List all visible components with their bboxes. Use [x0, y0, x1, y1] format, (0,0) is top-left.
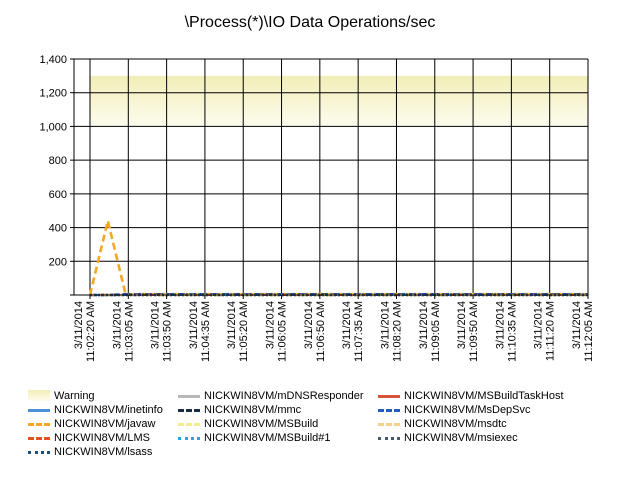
- x-tick-label-time: 11:07:35 AM: [353, 301, 365, 362]
- legend-label: NICKWIN8VM/MSBuild#1: [204, 432, 331, 444]
- x-tick-label-date: 3/11/2014: [533, 301, 545, 349]
- legend-swatch: [28, 409, 50, 412]
- legend-label: Warning: [54, 390, 95, 402]
- x-tick-label: 3/11/2014 11:11:20 AM: [533, 301, 557, 361]
- x-tick-label: 3/11/2014 11:08:20 AM: [379, 301, 403, 362]
- grid-layer: [74, 58, 589, 296]
- x-tick-label: 3/11/2014 11:03:50 AM: [150, 301, 174, 362]
- x-tick-label: 3/11/2014 11:10:35 AM: [494, 301, 518, 362]
- x-tick-label-date: 3/11/2014: [379, 301, 391, 349]
- legend-swatch: [378, 423, 400, 426]
- legend-swatch: [28, 390, 50, 401]
- y-tick-label: 1,000: [39, 121, 67, 133]
- legend-label: NICKWIN8VM/mmc: [204, 404, 302, 416]
- x-tick-label-time: 11:02:20 AM: [85, 301, 97, 362]
- legend-swatch: [178, 423, 200, 426]
- x-tick-label-date: 3/11/2014: [571, 301, 583, 349]
- x-tick-label: 3/11/2014 11:03:05 AM: [111, 301, 135, 362]
- x-tick-label-time: 11:03:50 AM: [162, 301, 174, 362]
- x-tick-label-time: 11:06:50 AM: [315, 301, 327, 362]
- legend-swatch: [378, 409, 400, 412]
- legend-label: NICKWIN8VM/msiexec: [404, 432, 518, 444]
- y-tick-label: 600: [49, 189, 67, 201]
- x-tick-label: 3/11/2014 11:12:05 AM: [571, 301, 595, 362]
- x-tick-label-time: 11:10:35 AM: [506, 301, 518, 362]
- x-tick-label-time: 11:05:20 AM: [238, 301, 250, 362]
- y-tick-label: 1,200: [39, 88, 67, 100]
- y-tick-label: 200: [49, 256, 67, 268]
- x-tick-label-date: 3/11/2014: [456, 301, 468, 349]
- x-tick-label: 3/11/2014 11:09:50 AM: [456, 301, 480, 362]
- legend-swatch: [178, 395, 200, 398]
- legend-swatch: [178, 437, 200, 440]
- x-tick-label-time: 11:03:05 AM: [123, 301, 135, 362]
- y-tick-label: 1,400: [39, 54, 67, 66]
- legend-swatch: [28, 423, 50, 426]
- x-tick-label-date: 3/11/2014: [226, 301, 238, 349]
- x-tick-label-time: 11:11:20 AM: [545, 301, 557, 361]
- chart-title: \Process(*)\IO Data Operations/sec: [184, 14, 436, 31]
- legend: Warning NICKWIN8VM/inetinfo NICKWIN8VM/jav…: [28, 389, 608, 469]
- x-tick-label-date: 3/11/2014: [73, 301, 85, 349]
- legend-label: NICKWIN8VM/MSBuild: [204, 418, 319, 430]
- series-line: [88, 219, 588, 296]
- legend-label: NICKWIN8VM/MsDepSvc: [404, 404, 531, 416]
- x-tick-label-time: 11:09:50 AM: [468, 301, 480, 362]
- warning-band-layer: [90, 75, 588, 127]
- x-tick-label-time: 11:09:05 AM: [430, 301, 442, 362]
- legend-swatch: [28, 451, 50, 454]
- legend-swatch: [378, 395, 400, 398]
- x-tick-label-time: 11:12:05 AM: [583, 301, 595, 362]
- legend-label: NICKWIN8VM/mDNSResponder: [204, 390, 364, 402]
- legend-swatch: [378, 437, 400, 440]
- x-tick-label: 3/11/2014 11:06:05 AM: [265, 301, 289, 362]
- x-tick-label-date: 3/11/2014: [303, 301, 315, 349]
- x-tick-label-date: 3/11/2014: [418, 301, 430, 349]
- legend-label: NICKWIN8VM/LMS: [54, 432, 150, 444]
- x-tick-label-date: 3/11/2014: [188, 301, 200, 349]
- x-tick-label: 3/11/2014 11:02:20 AM: [73, 301, 97, 362]
- x-tick-label: 3/11/2014 11:04:35 AM: [188, 301, 212, 362]
- x-tick-label: 3/11/2014 11:05:20 AM: [226, 301, 250, 362]
- legend-label: NICKWIN8VM/msdtc: [404, 418, 507, 430]
- warning-band: [90, 75, 588, 127]
- x-tick-label-date: 3/11/2014: [341, 301, 353, 349]
- legend-label: NICKWIN8VM/lsass: [54, 446, 153, 458]
- x-tick-label-date: 3/11/2014: [111, 301, 123, 349]
- legend-swatch: [28, 437, 50, 440]
- x-tick-label-time: 11:06:05 AM: [277, 301, 289, 362]
- y-tick-label: 800: [49, 155, 67, 167]
- y-tick-label: 400: [49, 223, 67, 235]
- series-layer: [88, 219, 588, 297]
- x-tick-label-date: 3/11/2014: [494, 301, 506, 349]
- x-tick-label-time: 11:04:35 AM: [200, 301, 212, 362]
- legend-swatch: [178, 409, 200, 412]
- x-tick-label-date: 3/11/2014: [150, 301, 162, 349]
- legend-label: NICKWIN8VM/inetinfo: [54, 404, 163, 416]
- x-tick-label: 3/11/2014 11:07:35 AM: [341, 301, 365, 362]
- x-tick-label-date: 3/11/2014: [265, 301, 277, 349]
- x-tick-label: 3/11/2014 11:09:05 AM: [418, 301, 442, 362]
- x-tick-label: 3/11/2014 11:06:50 AM: [303, 301, 327, 362]
- legend-label: NICKWIN8VM/MSBuildTaskHost: [404, 390, 564, 402]
- legend-label: NICKWIN8VM/javaw: [54, 418, 156, 430]
- x-tick-label-time: 11:08:20 AM: [391, 301, 403, 362]
